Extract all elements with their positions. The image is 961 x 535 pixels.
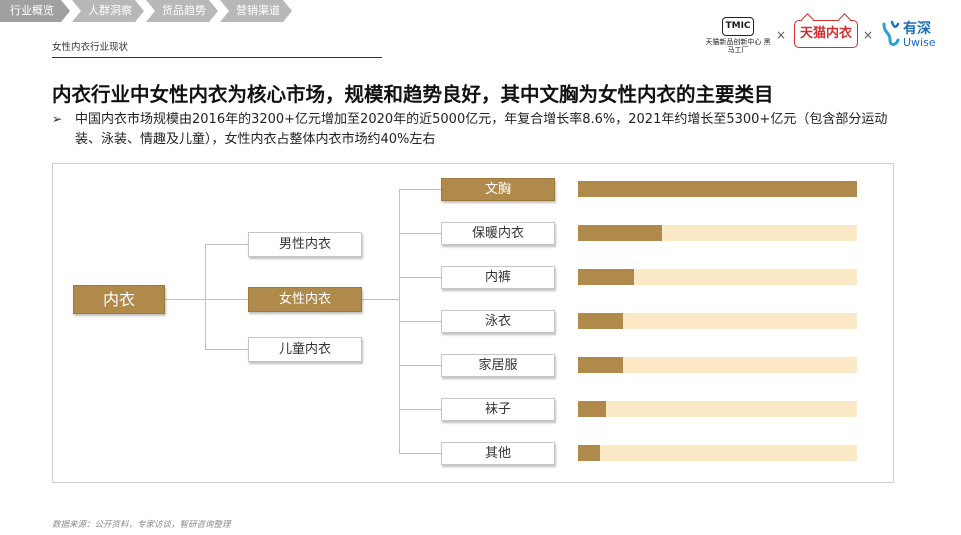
tmall-ear-icon bbox=[801, 13, 814, 26]
tab-marketing-channels[interactable]: 营销渠道 bbox=[220, 0, 292, 22]
tmall-ear-icon bbox=[838, 13, 851, 26]
connector-line bbox=[399, 189, 441, 190]
uwise-wave-icon bbox=[882, 20, 900, 46]
bar-track-socks bbox=[578, 401, 857, 417]
page-headline: 内衣行业中女性内衣为核心市场，规模和趋势良好，其中文胸为女性内衣的主要类目 bbox=[52, 83, 774, 106]
node-underwear: 内衣 bbox=[73, 285, 165, 314]
connector-line bbox=[399, 365, 441, 366]
node-panties: 内裤 bbox=[441, 266, 555, 289]
bar-fill-panties bbox=[578, 269, 634, 285]
connector-line bbox=[205, 299, 248, 300]
node-men-underwear: 男性内衣 bbox=[248, 232, 362, 257]
tmic-subtitle: 天猫新品创新中心 黑马工厂 bbox=[705, 38, 771, 54]
tab-industry-overview[interactable]: 行业概览 bbox=[0, 0, 70, 22]
node-bra: 文胸 bbox=[441, 178, 555, 201]
connector-line bbox=[399, 321, 441, 322]
node-thermal-underwear: 保暖内衣 bbox=[441, 222, 555, 245]
tab-audience-insight[interactable]: 人群洞察 bbox=[72, 0, 144, 22]
bullet-arrow-icon: ➢ bbox=[52, 112, 63, 126]
uwise-logo-cn: 有深 bbox=[903, 21, 931, 37]
node-socks: 袜子 bbox=[441, 398, 555, 421]
bar-fill-swimwear bbox=[578, 313, 623, 329]
connector-line bbox=[399, 233, 441, 234]
node-other: 其他 bbox=[441, 442, 555, 465]
connector-line bbox=[205, 244, 248, 245]
connector-line bbox=[399, 453, 441, 454]
bar-fill-thermal-underwear bbox=[578, 225, 662, 241]
bar-track-swimwear bbox=[578, 313, 857, 329]
connector-line bbox=[205, 349, 248, 350]
connector-line bbox=[362, 299, 399, 300]
section-title: 女性内衣行业现状 bbox=[52, 42, 129, 53]
uwise-logo-en: Uwise bbox=[903, 36, 936, 49]
bar-fill-other bbox=[578, 445, 601, 461]
bar-track-homewear bbox=[578, 357, 857, 373]
times-separator: × bbox=[863, 28, 874, 42]
tmall-underwear-logo: 天猫内衣 bbox=[794, 13, 858, 48]
tab-product-trends[interactable]: 货品趋势 bbox=[146, 0, 218, 22]
category-diagram-panel bbox=[52, 163, 894, 483]
bar-fill-bra bbox=[578, 181, 857, 197]
bar-track-panties bbox=[578, 269, 857, 285]
connector-line bbox=[205, 244, 206, 349]
data-source-note: 数据来源：公开资料，专家访谈，智研咨询整理 bbox=[52, 520, 231, 530]
node-women-underwear: 女性内衣 bbox=[248, 287, 362, 312]
section-divider bbox=[52, 57, 382, 58]
bar-fill-socks bbox=[578, 401, 606, 417]
connector-line bbox=[399, 409, 441, 410]
tmic-logo: TMIC bbox=[722, 17, 754, 36]
bar-track-thermal-underwear bbox=[578, 225, 857, 241]
times-separator: × bbox=[776, 28, 787, 42]
bar-track-bra bbox=[578, 181, 857, 197]
connector-line bbox=[399, 277, 441, 278]
node-swimwear: 泳衣 bbox=[441, 310, 555, 333]
top-nav: 行业概览 人群洞察 货品趋势 营销渠道 bbox=[0, 0, 294, 22]
bar-track-other bbox=[578, 445, 857, 461]
node-kids-underwear: 儿童内衣 bbox=[248, 337, 362, 362]
tmall-logo-text: 天猫内衣 bbox=[799, 26, 852, 41]
market-summary-text: 中国内衣市场规模由2016年的3200+亿元增加至2020年的近5000亿元，年… bbox=[75, 112, 888, 147]
brand-logos: TMIC 天猫新品创新中心 黑马工厂 × 天猫内衣 × 有深 Uwise bbox=[700, 13, 955, 54]
connector-line bbox=[165, 299, 205, 300]
bar-fill-homewear bbox=[578, 357, 623, 373]
node-homewear: 家居服 bbox=[441, 354, 555, 377]
